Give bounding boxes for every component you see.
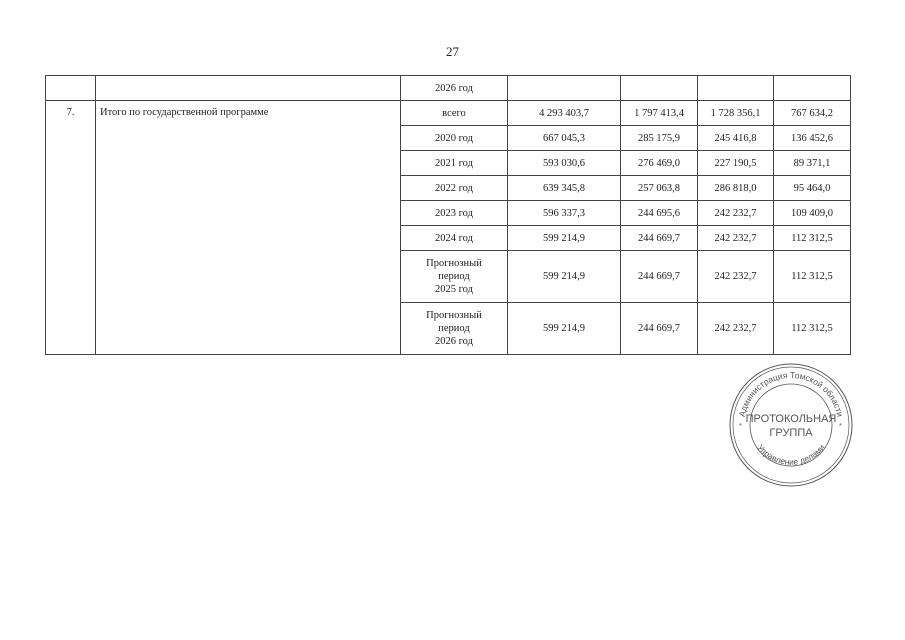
value-cell: 245 416,8 <box>697 125 774 151</box>
item-name: Итого по государственной программе <box>95 100 401 355</box>
svg-text:Управление делами: Управление делами <box>755 442 827 467</box>
period-cell: всего <box>400 100 508 126</box>
value-cell: 639 345,8 <box>507 175 621 201</box>
table-row: 7. Итого по государственной программе всег… <box>45 100 851 355</box>
value-cell: 112 312,5 <box>773 250 851 303</box>
value-cell: 244 669,7 <box>620 225 698 251</box>
value-cell: 286 818,0 <box>697 175 774 201</box>
value-cell: 1 728 356,1 <box>697 100 774 126</box>
period-cell: Прогнозный период 2026 год <box>400 302 508 355</box>
value-cell: 244 669,7 <box>620 302 698 355</box>
value-cell: 112 312,5 <box>773 302 851 355</box>
value-cell: 599 214,9 <box>507 302 621 355</box>
table-row: 2020 год 667 045,3 285 175,9 245 416,8 136 4… <box>46 125 851 151</box>
period-cell: 2021 год <box>400 150 508 176</box>
period-cell: 2024 год <box>400 225 508 251</box>
table-row: Прогнозный период 2025 год 599 214,9 244 669… <box>46 250 851 303</box>
budget-table: 2026 год 7. Итого по государственной прог… <box>45 75 851 355</box>
period-cell: 2020 год <box>400 125 508 151</box>
value-cell: 767 634,2 <box>773 100 851 126</box>
value-cell: 257 063,8 <box>620 175 698 201</box>
period-cell: 2022 год <box>400 175 508 201</box>
period-cell: 2026 год <box>400 75 508 101</box>
value-cell: 276 469,0 <box>620 150 698 176</box>
table-row: 2024 год 599 214,9 244 669,7 242 232,7 112 3… <box>46 225 851 251</box>
period-cell: Прогнозный период 2025 год <box>400 250 508 303</box>
value-cell: 4 293 403,7 <box>507 100 621 126</box>
table-row: 2026 год <box>45 75 851 101</box>
value-cell: 109 409,0 <box>773 200 851 226</box>
table-row: 2023 год 596 337,3 244 695,6 242 232,7 109 4… <box>46 200 851 226</box>
value-cell: 242 232,7 <box>697 200 774 226</box>
table-row: Прогнозный период 2026 год 599 214,9 244 669… <box>46 302 851 355</box>
table-row: 2022 год 639 345,8 257 063,8 286 818,0 95 46… <box>46 175 851 201</box>
stamp: Администрация Томской области Управление… <box>729 363 853 487</box>
value-cell: 285 175,9 <box>620 125 698 151</box>
svg-text:*: * <box>839 423 842 430</box>
period-cell: 2023 год <box>400 200 508 226</box>
value-cell: 667 045,3 <box>507 125 621 151</box>
value-cell: 89 371,1 <box>773 150 851 176</box>
value-cell: 244 669,7 <box>620 250 698 303</box>
value-cell: 242 232,7 <box>697 250 774 303</box>
page-number: 27 <box>446 44 459 59</box>
svg-text:ПРОТОКОЛЬНАЯ: ПРОТОКОЛЬНАЯ <box>746 413 837 425</box>
value-cell: 244 695,6 <box>620 200 698 226</box>
value-cell: 593 030,6 <box>507 150 621 176</box>
svg-text:ГРУППА: ГРУППА <box>769 427 813 439</box>
value-cell: 242 232,7 <box>697 302 774 355</box>
value-cell: 599 214,9 <box>507 225 621 251</box>
value-cell: 136 452,6 <box>773 125 851 151</box>
value-cell: 596 337,3 <box>507 200 621 226</box>
value-cell: 112 312,5 <box>773 225 851 251</box>
value-cell: 599 214,9 <box>507 250 621 303</box>
value-cell: 95 464,0 <box>773 175 851 201</box>
svg-text:*: * <box>739 423 742 430</box>
value-cell: 227 190,5 <box>697 150 774 176</box>
value-cell: 242 232,7 <box>697 225 774 251</box>
value-cell: 1 797 413,4 <box>620 100 698 126</box>
item-number: 7. <box>45 100 96 355</box>
